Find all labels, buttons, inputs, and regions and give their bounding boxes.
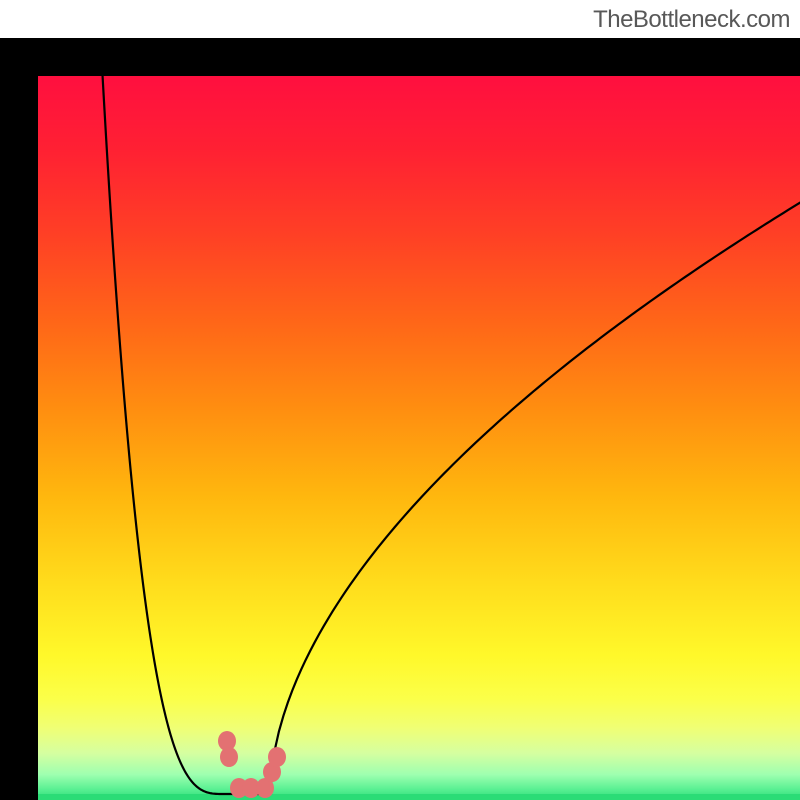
bottleneck-chart-root: TheBottleneck.com — [0, 0, 800, 800]
data-marker — [268, 747, 286, 767]
chart-svg — [38, 76, 800, 800]
chart-outer-frame — [0, 38, 800, 800]
gradient-background — [38, 76, 800, 800]
base-stripe — [38, 794, 800, 800]
data-marker — [220, 747, 238, 767]
watermark-text: TheBottleneck.com — [593, 6, 790, 34]
chart-plot-area — [38, 76, 800, 800]
